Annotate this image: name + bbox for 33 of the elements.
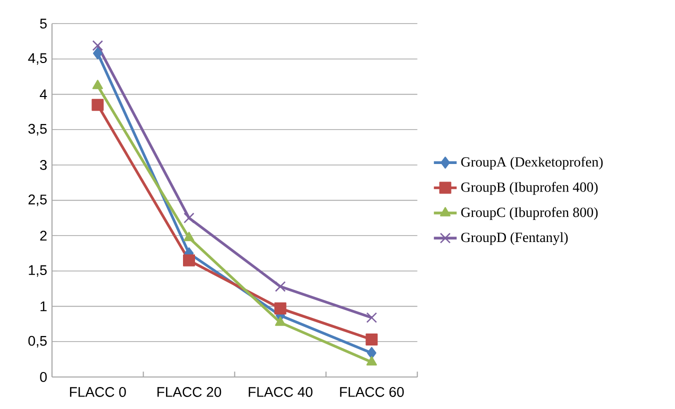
y-tick-label: 0,5 bbox=[28, 336, 47, 348]
point bbox=[92, 80, 103, 90]
y-tick-label: 2,5 bbox=[28, 194, 47, 206]
point bbox=[183, 254, 196, 266]
point bbox=[366, 356, 377, 366]
point bbox=[93, 47, 102, 60]
point bbox=[367, 346, 376, 359]
point bbox=[275, 316, 286, 326]
y-tick-label: 3,5 bbox=[28, 124, 47, 136]
x-tick-label: FLACC 60 bbox=[340, 387, 404, 397]
point bbox=[274, 302, 286, 314]
x-tick-label: FLACC 0 bbox=[70, 387, 126, 397]
point bbox=[92, 40, 104, 51]
y-tick-label: 0 bbox=[40, 372, 47, 382]
legend-label: GroupC (Ibuprofen 800) bbox=[461, 207, 598, 220]
point bbox=[92, 98, 104, 111]
y-tick-label: 3 bbox=[40, 160, 47, 170]
y-tick-label: 2 bbox=[40, 230, 47, 241]
legend-label: GroupD (Fentanyl) bbox=[461, 232, 568, 245]
legend-label: GroupB (Ibuprofen 400) bbox=[461, 182, 598, 195]
point bbox=[274, 281, 286, 292]
y-tick-label: 4,5 bbox=[28, 53, 47, 65]
point bbox=[366, 312, 378, 324]
legend-label: GroupA (Dexketoprofen) bbox=[461, 156, 603, 170]
x-tick-label: FLACC 20 bbox=[157, 387, 222, 397]
y-tick-label: 1,5 bbox=[28, 265, 47, 277]
point bbox=[184, 212, 194, 224]
point bbox=[366, 334, 378, 346]
y-tick-label: 5 bbox=[40, 18, 47, 29]
x-tick-label: FLACC 40 bbox=[248, 387, 312, 397]
y-tick-label: 1 bbox=[40, 302, 47, 312]
point bbox=[184, 232, 194, 242]
y-tick-label: 4 bbox=[40, 90, 47, 100]
